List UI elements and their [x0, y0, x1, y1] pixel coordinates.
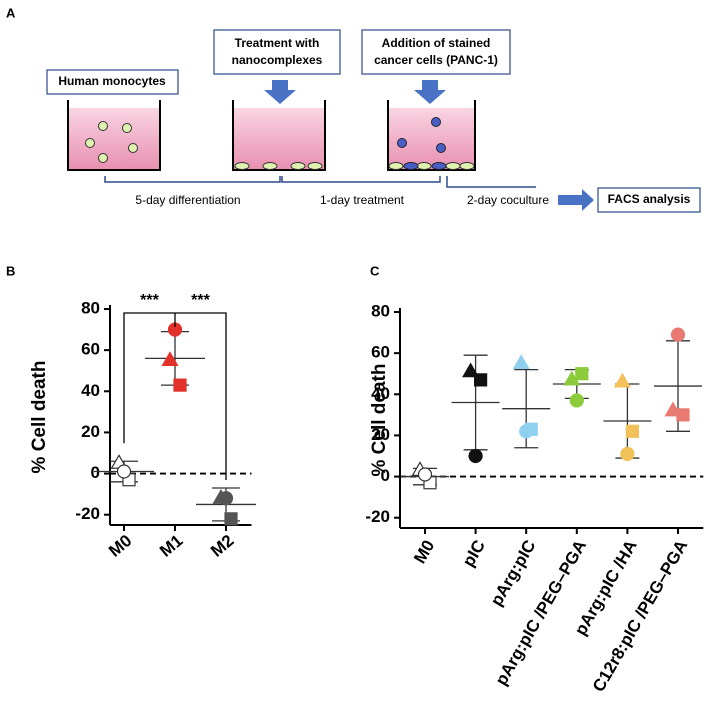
point	[613, 372, 631, 388]
point	[116, 464, 132, 479]
step-label: nanocomplexes	[232, 53, 323, 67]
arrow	[264, 80, 296, 104]
period-bracket	[281, 176, 441, 183]
step-box	[361, 29, 511, 75]
step-box	[213, 29, 341, 75]
period-bracket	[446, 176, 536, 188]
point	[417, 467, 433, 482]
point	[676, 408, 690, 422]
y-tick-label: -20	[365, 507, 390, 526]
y-tick-label: 80	[81, 298, 100, 317]
x-tick-label: pIC	[459, 537, 489, 570]
significance-bracket	[123, 312, 227, 480]
y-tick-label: 0	[91, 463, 100, 482]
panel-label: B	[6, 263, 15, 278]
point	[620, 446, 635, 462]
beaker	[67, 100, 161, 171]
y-axis-label: % Cell death	[29, 361, 50, 474]
y-tick-label: 60	[371, 343, 390, 362]
period-bracket	[104, 176, 281, 183]
period-label: 2-day coculture	[467, 193, 549, 207]
output-label: FACS analysis	[608, 192, 691, 206]
step-label: Addition of stained	[382, 36, 491, 50]
panel-label: C	[370, 263, 380, 278]
output-box	[597, 187, 701, 213]
y-tick-label: -20	[75, 504, 100, 523]
point	[161, 351, 179, 367]
arrow	[414, 80, 446, 104]
y-tick-label: 20	[81, 422, 100, 441]
point	[512, 354, 530, 370]
point	[173, 378, 187, 392]
point	[519, 424, 534, 439]
x-tick-label: M2	[207, 531, 237, 561]
beaker	[232, 100, 326, 171]
y-tick-label: 60	[81, 340, 100, 359]
y-tick-label: 20	[371, 425, 390, 444]
point	[474, 373, 488, 387]
point	[625, 424, 640, 438]
x-tick-label: pArg:pIC /PEG–PGA	[492, 537, 591, 689]
y-tick-label: 40	[81, 381, 100, 400]
step-box	[46, 69, 179, 95]
significance-label: ***	[191, 292, 210, 309]
y-tick-label: 80	[371, 301, 390, 320]
x-tick-label: M0	[105, 531, 135, 561]
period-label: 1-day treatment	[320, 193, 405, 207]
point	[670, 327, 686, 342]
step-label: Human monocytes	[58, 74, 166, 88]
x-tick-label: pArg:pIC	[487, 537, 540, 609]
significance-label: ***	[140, 292, 159, 309]
x-tick-label: M1	[156, 531, 186, 561]
y-tick-label: 40	[371, 384, 390, 403]
arrow	[558, 189, 594, 211]
beaker	[387, 100, 476, 171]
step-label: Treatment with	[235, 36, 320, 50]
point	[569, 393, 584, 408]
step-label: cancer cells (PANC-1)	[374, 53, 498, 67]
point	[468, 448, 483, 464]
point	[575, 367, 589, 381]
y-tick-label: 0	[381, 466, 390, 485]
point	[218, 491, 234, 506]
period-label: 5-day differentiation	[135, 193, 240, 207]
point	[224, 512, 238, 526]
x-tick-label: M0	[410, 537, 438, 567]
x-tick-label: C12r8:pIC /PEG–PGA	[589, 537, 691, 695]
y-axis-label: % Cell death	[369, 364, 390, 477]
panel-label: A	[6, 5, 16, 20]
